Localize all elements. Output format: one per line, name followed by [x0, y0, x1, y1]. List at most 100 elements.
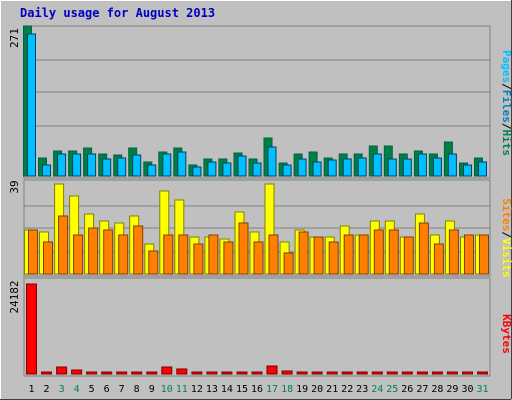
bar-kbytes-day-19 — [296, 371, 308, 375]
bar-kbytes-day-13 — [206, 371, 218, 375]
x-tick-label-24: 24 — [371, 384, 383, 395]
bar-kbytes-day-24 — [371, 371, 383, 375]
x-tick-label-14: 14 — [221, 384, 233, 395]
bar-files-day-25 — [387, 158, 397, 177]
x-tick-label-7: 7 — [119, 384, 125, 395]
panel-hits-bars — [23, 25, 490, 177]
bar-sites-day-7 — [118, 234, 129, 275]
bar-kbytes-day-17 — [266, 365, 278, 375]
x-tick-label-23: 23 — [356, 384, 368, 395]
bar-sites-day-28 — [433, 243, 444, 275]
panel-visits-legend-text: Sites/Visits — [500, 198, 512, 278]
bar-kbytes-day-14 — [221, 371, 233, 375]
panel-kbytes-max-label: 24182 — [8, 280, 21, 313]
bar-sites-day-16 — [253, 241, 264, 275]
bar-kbytes-day-29 — [446, 371, 458, 375]
x-tick-label-19: 19 — [296, 384, 308, 395]
bar-sites-day-30 — [464, 234, 474, 275]
bar-kbytes-day-23 — [356, 371, 368, 375]
bar-kbytes-day-5 — [86, 371, 98, 375]
legend-item: Hits — [500, 130, 512, 157]
bar-sites-day-27 — [418, 222, 429, 275]
panel-visits-legend: Sites/Visits — [500, 198, 512, 278]
bar-kbytes-day-20 — [311, 371, 323, 375]
bar-sites-day-10 — [163, 234, 174, 275]
x-tick-label-16: 16 — [251, 384, 263, 395]
bar-kbytes-day-2 — [41, 371, 52, 375]
x-tick-label-18: 18 — [281, 384, 293, 395]
x-tick-label-29: 29 — [446, 384, 458, 395]
bar-sites-day-15 — [238, 222, 249, 275]
bar-sites-day-20 — [313, 236, 324, 275]
legend-item: Visits — [500, 238, 512, 278]
bar-files-day-31 — [478, 161, 487, 177]
bar-files-day-27 — [417, 153, 427, 177]
panel-kbytes-bars — [26, 283, 488, 375]
legend-item: / — [500, 231, 512, 238]
bar-files-day-15 — [237, 155, 247, 177]
bar-files-day-30 — [463, 164, 472, 177]
bar-sites-day-1 — [28, 229, 38, 275]
bar-sites-day-9 — [148, 250, 159, 275]
bar-sites-day-11 — [178, 234, 189, 275]
bar-files-day-17 — [267, 146, 277, 177]
bar-sites-day-12 — [193, 243, 204, 275]
bar-files-day-5 — [87, 153, 97, 177]
bar-kbytes-day-11 — [176, 368, 188, 375]
bar-sites-day-6 — [103, 229, 114, 275]
bar-kbytes-day-30 — [462, 371, 473, 375]
panel-kbytes-legend: KBytes — [500, 314, 512, 354]
x-tick-label-22: 22 — [341, 384, 353, 395]
bar-kbytes-day-25 — [386, 371, 398, 375]
bar-files-day-7 — [117, 157, 127, 177]
legend-item: KBytes — [500, 314, 512, 354]
legend-item: Sites — [500, 198, 512, 231]
bar-kbytes-day-22 — [341, 371, 353, 375]
x-tick-label-9: 9 — [149, 384, 155, 395]
panel-kbytes-legend-text: KBytes — [500, 314, 512, 354]
x-axis-labels: 1 2 3 4 5 6 7 8 9 10 11 12 13 14 15 16 17 18 19 20 21 22 23 24 2… — [28, 384, 488, 395]
bar-files-day-19 — [297, 158, 307, 177]
bar-files-day-28 — [432, 157, 442, 177]
panel-visits-max-label: 39 — [8, 180, 21, 193]
bar-kbytes-day-12 — [191, 371, 203, 375]
bar-kbytes-day-6 — [101, 371, 113, 375]
x-tick-label-12: 12 — [191, 384, 203, 395]
bar-sites-day-8 — [133, 225, 144, 275]
bar-files-day-3 — [57, 153, 67, 177]
x-tick-label-11: 11 — [176, 384, 188, 395]
bar-kbytes-day-26 — [401, 371, 413, 375]
bar-kbytes-day-9 — [146, 371, 158, 375]
x-tick-label-2: 2 — [43, 384, 49, 395]
x-tick-label-5: 5 — [89, 384, 95, 395]
x-tick-label-13: 13 — [206, 384, 218, 395]
bar-sites-day-29 — [448, 229, 459, 275]
bar-sites-day-22 — [343, 234, 354, 275]
bar-sites-day-3 — [58, 215, 69, 275]
bar-kbytes-day-27 — [416, 371, 428, 375]
bar-files-day-1 — [27, 33, 36, 177]
legend-item: Pages — [500, 50, 512, 83]
bar-kbytes-day-28 — [431, 371, 443, 375]
bar-files-day-12 — [192, 166, 202, 177]
x-tick-label-21: 21 — [326, 384, 338, 395]
x-tick-label-8: 8 — [134, 384, 140, 395]
x-tick-label-10: 10 — [161, 384, 173, 395]
bar-kbytes-day-31 — [477, 371, 488, 375]
bar-kbytes-day-18 — [281, 370, 293, 375]
x-tick-label-3: 3 — [59, 384, 65, 395]
bar-files-day-9 — [147, 164, 157, 177]
bar-kbytes-day-8 — [131, 371, 143, 375]
x-tick-label-6: 6 — [104, 384, 110, 395]
x-tick-label-26: 26 — [401, 384, 413, 395]
x-tick-label-1: 1 — [28, 384, 34, 395]
panel-hits-max-label: 271 — [8, 28, 21, 48]
bar-files-day-18 — [282, 164, 292, 177]
bar-sites-day-21 — [328, 241, 339, 275]
bar-sites-day-26 — [403, 236, 414, 275]
bar-kbytes-day-3 — [56, 366, 68, 375]
x-tick-label-20: 20 — [311, 384, 323, 395]
bar-files-day-2 — [42, 164, 51, 177]
x-tick-label-25: 25 — [386, 384, 398, 395]
bar-kbytes-day-7 — [116, 371, 128, 375]
